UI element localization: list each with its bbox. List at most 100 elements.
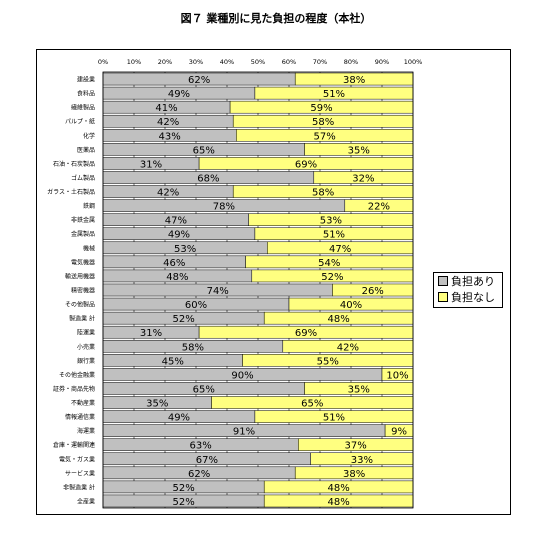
data-label: 67% xyxy=(196,455,218,466)
data-label: 58% xyxy=(312,188,334,199)
data-label: 65% xyxy=(193,384,215,395)
category-label: 化学 xyxy=(83,132,95,140)
data-label: 51% xyxy=(323,89,345,100)
data-label: 52% xyxy=(172,314,194,325)
category-label: サービス業 xyxy=(65,469,95,477)
category-label: 非鉄金属 xyxy=(71,216,95,224)
data-label: 40% xyxy=(340,300,362,311)
data-label: 58% xyxy=(312,117,334,128)
category-label: 証券・商品先物 xyxy=(53,385,95,393)
data-label: 38% xyxy=(343,469,365,480)
data-label: 51% xyxy=(323,230,345,241)
category-label: 倉庫・運輸関連 xyxy=(53,441,95,449)
category-label: 建設業 xyxy=(77,76,95,84)
data-label: 41% xyxy=(155,103,177,114)
data-label: 22% xyxy=(368,202,390,213)
data-label: 33% xyxy=(351,455,373,466)
category-label: 不動産業 xyxy=(71,399,95,407)
category-label: 金属製品 xyxy=(71,230,95,238)
x-tick-label: 90% xyxy=(375,58,389,66)
chart-title: 図７ 業種別に見た負担の程度（本社） xyxy=(180,12,372,25)
category-label: 繊維製品 xyxy=(71,104,95,112)
category-label: 海運業 xyxy=(77,427,95,435)
data-label: 47% xyxy=(329,244,351,255)
data-label: 45% xyxy=(162,356,184,367)
category-label: ゴム製品 xyxy=(71,174,95,182)
data-label: 43% xyxy=(159,131,181,142)
x-tick-label: 70% xyxy=(313,58,327,66)
data-label: 48% xyxy=(327,483,349,494)
category-label: 電気・ガス業 xyxy=(59,455,95,463)
x-tick-label: 40% xyxy=(220,58,234,66)
category-label: 銀行業 xyxy=(77,357,95,365)
data-label: 26% xyxy=(362,286,384,297)
data-label: 63% xyxy=(190,441,212,452)
data-label: 37% xyxy=(345,441,367,452)
x-tick-label: 50% xyxy=(251,58,265,66)
data-label: 42% xyxy=(157,188,179,199)
data-label: 69% xyxy=(295,328,317,339)
data-label: 48% xyxy=(166,272,188,283)
data-label: 55% xyxy=(317,356,339,367)
legend-swatch-gray xyxy=(438,276,448,286)
data-label: 62% xyxy=(188,75,210,86)
data-label: 52% xyxy=(321,272,343,283)
x-tick-label: 0% xyxy=(98,58,108,66)
data-label: 49% xyxy=(168,413,190,424)
x-tick-label: 10% xyxy=(127,58,141,66)
data-label: 60% xyxy=(185,300,207,311)
data-label: 31% xyxy=(140,159,162,170)
chart-frame xyxy=(36,49,511,515)
data-label: 38% xyxy=(343,75,365,86)
category-label: その他製品 xyxy=(65,301,95,309)
category-label: 陸運業 xyxy=(77,329,95,337)
data-label: 35% xyxy=(348,384,370,395)
data-label: 91% xyxy=(233,427,255,438)
category-label: 小売業 xyxy=(77,343,95,351)
category-label: 全産業 xyxy=(77,497,95,505)
data-label: 42% xyxy=(157,117,179,128)
data-label: 58% xyxy=(182,342,204,353)
legend: 負担あり 負担なし xyxy=(433,272,503,308)
legend-label: 負担あり xyxy=(451,275,495,288)
data-label: 35% xyxy=(348,145,370,156)
data-label: 53% xyxy=(174,244,196,255)
data-label: 10% xyxy=(386,370,408,381)
x-tick-label: 60% xyxy=(282,58,296,66)
data-label: 48% xyxy=(327,497,349,508)
plot-area-border xyxy=(102,71,414,509)
data-labels: 62% 38% 49% 51% 41% 59% 42% 58% 43% 57% 65% 35% 31% 6… xyxy=(140,75,409,508)
data-label: 47% xyxy=(165,216,187,227)
category-label: 食料品 xyxy=(77,90,95,98)
data-label: 52% xyxy=(172,497,194,508)
data-label: 68% xyxy=(197,173,219,184)
data-label: 69% xyxy=(295,159,317,170)
category-label: 機械 xyxy=(83,244,95,252)
data-label: 59% xyxy=(310,103,332,114)
data-label: 35% xyxy=(146,399,168,410)
category-label: 医薬品 xyxy=(77,146,95,154)
data-label: 54% xyxy=(318,258,340,269)
data-label: 49% xyxy=(168,230,190,241)
category-label: 非製造業 計 xyxy=(63,483,95,491)
category-label: 輸送用機器 xyxy=(65,272,95,280)
data-label: 52% xyxy=(172,483,194,494)
category-label: 製造業 計 xyxy=(69,315,95,323)
legend-item-series-1: 負担あり xyxy=(438,275,495,289)
data-label: 31% xyxy=(140,328,162,339)
category-label: その他金融業 xyxy=(59,371,95,379)
data-label: 32% xyxy=(352,173,374,184)
legend-item-series-2: 負担なし xyxy=(438,291,495,305)
x-tick-label: 80% xyxy=(344,58,358,66)
data-label: 78% xyxy=(213,202,235,213)
legend-label: 負担なし xyxy=(451,291,495,304)
category-label: 鉄鋼 xyxy=(83,202,95,210)
data-label: 51% xyxy=(323,413,345,424)
axes: 0% 10% 20% 30% 40% 50% 60% 70% 80% 90% 100% 建設業食料品繊… xyxy=(47,58,422,509)
category-label: ガラス・土石製品 xyxy=(47,188,95,196)
data-label: 65% xyxy=(193,145,215,156)
data-label: 49% xyxy=(168,89,190,100)
category-label: 石油・石炭製品 xyxy=(53,160,95,168)
category-label: 電気機器 xyxy=(71,258,95,266)
